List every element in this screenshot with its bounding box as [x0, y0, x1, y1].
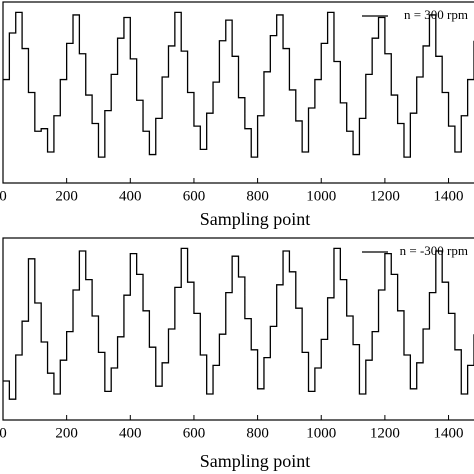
x-tick-label: 200: [55, 425, 78, 441]
x-tick-label: 1400: [434, 188, 464, 204]
x-tick-label: 800: [246, 188, 269, 204]
signal-line: [3, 247, 474, 400]
x-tick-label: 600: [183, 425, 206, 441]
x-tick-label: 0: [0, 425, 7, 441]
legend-label: n = 300 rpm: [404, 7, 468, 22]
x-tick-label: 1000: [306, 188, 336, 204]
x-tick-label: 1200: [370, 188, 400, 204]
plot-frame: [2, 237, 474, 421]
x-axis-label: Sampling point: [200, 209, 311, 229]
x-axis-label: Sampling point: [200, 451, 311, 471]
x-tick-label: 600: [183, 188, 206, 204]
x-tick-label: 800: [246, 425, 269, 441]
x-tick-label: 400: [119, 425, 142, 441]
plot-frame: [2, 1, 474, 184]
x-tick-label: 400: [119, 188, 142, 204]
x-tick-label: 1000: [306, 425, 336, 441]
x-tick-label: 1400: [434, 425, 464, 441]
signal-line: [3, 11, 474, 158]
x-tick-label: 1200: [370, 425, 400, 441]
x-tick-label: 0: [0, 188, 7, 204]
x-tick-label: 200: [55, 188, 78, 204]
legend-label: n = -300 rpm: [400, 243, 468, 258]
